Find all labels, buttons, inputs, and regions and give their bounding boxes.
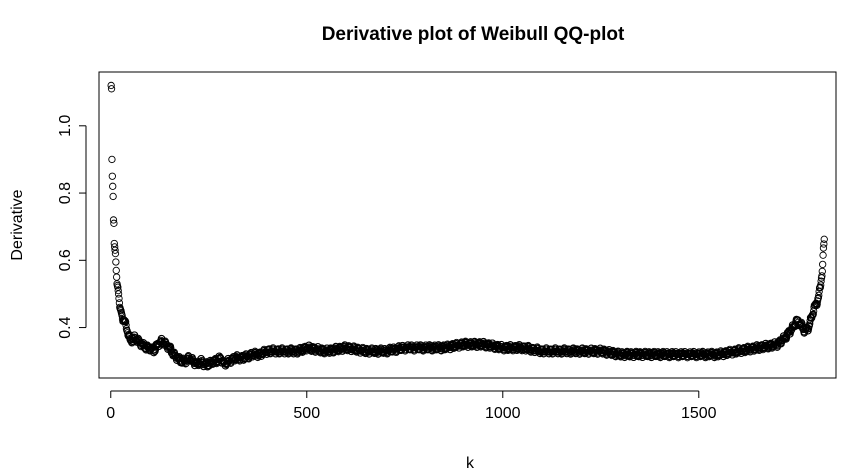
data-point xyxy=(108,172,116,180)
data-point xyxy=(115,299,124,307)
data-point xyxy=(122,318,130,326)
data-point xyxy=(109,182,117,190)
data-point xyxy=(818,267,826,275)
data-points xyxy=(107,81,828,371)
y-axis: 0.4 0.6 0.8 1.0 xyxy=(57,115,87,339)
data-point xyxy=(820,240,828,248)
y-axis-label: Derivative xyxy=(9,189,26,260)
y-tick-label: 1.0 xyxy=(57,115,74,137)
y-tick-label: 0.6 xyxy=(57,249,74,271)
data-point xyxy=(115,294,123,303)
data-point xyxy=(820,235,828,243)
data-point xyxy=(818,272,826,280)
data-point xyxy=(819,260,827,269)
data-point xyxy=(114,290,123,298)
plot-frame xyxy=(98,71,837,379)
data-point xyxy=(809,310,817,318)
data-point xyxy=(107,81,115,90)
data-point xyxy=(819,251,827,259)
data-point xyxy=(817,281,825,289)
y-tick-label: 0.4 xyxy=(57,316,74,338)
data-point xyxy=(109,216,118,224)
data-point xyxy=(112,258,120,266)
data-point xyxy=(108,155,116,164)
x-axis: 0 500 1000 1500 xyxy=(106,390,717,422)
data-point xyxy=(815,291,823,300)
data-point xyxy=(114,286,122,295)
data-point xyxy=(107,85,116,93)
data-point xyxy=(109,192,117,201)
data-point xyxy=(112,273,121,281)
data-point xyxy=(112,266,120,275)
x-tick-label: 0 xyxy=(106,405,115,422)
x-axis-label: k xyxy=(466,455,475,472)
data-point xyxy=(111,246,119,254)
y-tick-label: 0.8 xyxy=(57,182,74,204)
x-tick-label: 1500 xyxy=(681,405,717,422)
chart-title: Derivative plot of Weibull QQ-plot xyxy=(322,24,625,45)
data-point xyxy=(817,277,825,285)
data-point xyxy=(110,219,118,227)
x-tick-label: 500 xyxy=(293,405,320,422)
x-tick-label: 1000 xyxy=(485,405,521,422)
data-point xyxy=(111,249,120,258)
data-point xyxy=(819,244,828,252)
